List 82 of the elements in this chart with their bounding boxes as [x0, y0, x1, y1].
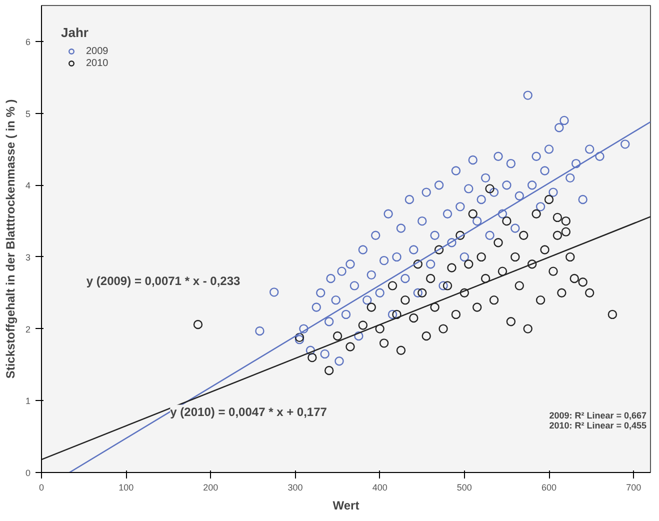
legend-label: 2010 — [86, 57, 108, 69]
annotation: y (2009) = 0,0071 * x - 0,233 — [86, 274, 241, 288]
annotation: 2010: R² Linear = 0,455 — [549, 420, 647, 430]
point — [422, 331, 431, 341]
point — [485, 184, 494, 194]
legend-title: Jahr — [61, 25, 90, 40]
x-tick-label: 500 — [456, 482, 472, 492]
point — [532, 209, 541, 218]
point — [552, 230, 562, 240]
point — [570, 274, 579, 284]
y-tick-label: 6 — [25, 36, 31, 47]
point — [472, 302, 482, 312]
point — [519, 230, 528, 240]
point — [392, 310, 402, 320]
point — [447, 263, 456, 272]
point — [418, 288, 427, 298]
point — [540, 245, 550, 254]
point — [489, 295, 499, 305]
point — [514, 281, 524, 290]
point — [566, 252, 575, 262]
point — [523, 324, 532, 334]
point — [502, 216, 512, 226]
point — [388, 281, 398, 290]
x-tick-label: 0 — [38, 482, 44, 492]
point — [527, 260, 537, 269]
point — [358, 320, 368, 330]
point — [451, 310, 461, 320]
point — [413, 260, 422, 269]
x-tick-label: 400 — [372, 482, 388, 492]
point — [548, 266, 558, 276]
point — [438, 324, 448, 334]
legend-label: 2009 — [86, 45, 108, 57]
x-tick-label: 600 — [541, 482, 557, 492]
point — [536, 295, 546, 305]
point — [585, 288, 594, 298]
point — [366, 302, 376, 312]
annotation: y (2010) = 0,0047 * x + 0,177 — [170, 404, 328, 419]
point — [434, 245, 444, 254]
point — [476, 252, 486, 262]
point — [294, 332, 304, 342]
x-tick-label: 300 — [288, 482, 303, 492]
point — [332, 331, 342, 341]
point — [464, 260, 474, 269]
point — [510, 252, 520, 262]
x-tick-label: 100 — [118, 482, 134, 492]
x-tick-label: 200 — [203, 482, 218, 492]
point — [498, 266, 508, 276]
point — [442, 281, 452, 290]
point — [494, 238, 503, 248]
point — [396, 346, 406, 355]
point — [456, 230, 465, 240]
point — [468, 209, 478, 218]
point — [346, 342, 355, 352]
annotation: 2009: R² Linear = 0,667 — [549, 410, 647, 420]
point — [409, 313, 418, 323]
point — [608, 310, 618, 320]
y-tick-label: 5 — [25, 108, 31, 119]
point — [375, 324, 384, 334]
point — [480, 274, 490, 284]
point — [426, 274, 436, 284]
x-axis-title: Wert — [332, 498, 360, 512]
point — [557, 288, 566, 298]
point — [561, 227, 571, 236]
point — [400, 295, 410, 305]
point — [379, 338, 389, 348]
y-tick-label: 0 — [25, 468, 31, 478]
point — [506, 317, 516, 326]
point — [578, 278, 588, 287]
point — [324, 366, 334, 376]
y-tick-label: 2 — [25, 324, 31, 334]
y-axis-title: Stickstoffgehalt in der Blatttrockenmasse ( in % ) — [3, 99, 18, 379]
point — [460, 288, 470, 298]
point — [544, 194, 554, 204]
point — [430, 302, 440, 312]
y-tick-label: 3 — [25, 252, 31, 262]
point — [552, 212, 562, 222]
point — [308, 352, 317, 362]
y-tick-label: 1 — [25, 396, 31, 406]
x-tick-label: 700 — [626, 482, 642, 492]
point — [561, 216, 571, 226]
point — [193, 320, 203, 330]
y-tick-label: 4 — [25, 180, 31, 191]
